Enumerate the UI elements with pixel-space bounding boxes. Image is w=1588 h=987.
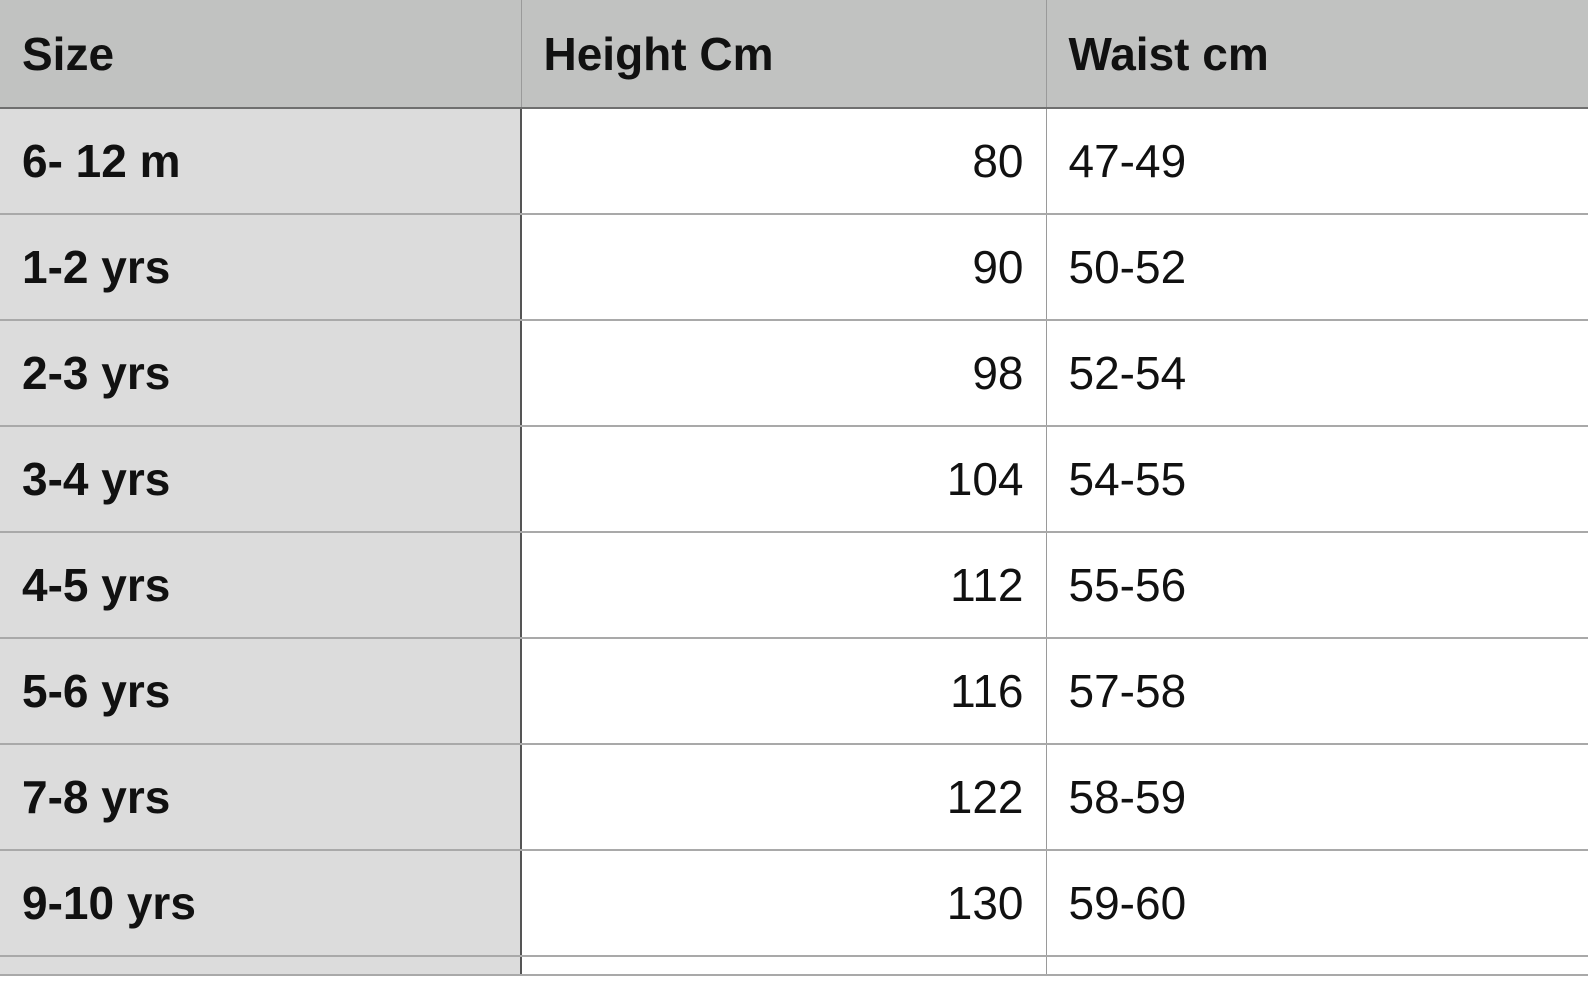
- size-cell: 3-4 yrs: [0, 426, 522, 533]
- table-row: 7-8 yrs 122 58-59: [0, 744, 1588, 851]
- height-cell: 98: [521, 320, 1047, 427]
- empty-cell: [1046, 956, 1588, 976]
- size-cell: 7-8 yrs: [0, 744, 522, 851]
- waist-cell: 54-55: [1046, 426, 1588, 533]
- header-size: Size: [0, 0, 522, 109]
- partial-row: [0, 956, 1588, 976]
- waist-cell: 55-56: [1046, 532, 1588, 639]
- height-cell: 130: [521, 850, 1047, 957]
- header-waist: Waist cm: [1046, 0, 1588, 109]
- size-cell: 9-10 yrs: [0, 850, 522, 957]
- height-cell: 104: [521, 426, 1047, 533]
- size-cell: 5-6 yrs: [0, 638, 522, 745]
- height-cell: 122: [521, 744, 1047, 851]
- height-cell: 112: [521, 532, 1047, 639]
- waist-cell: 50-52: [1046, 214, 1588, 321]
- size-cell: 6- 12 m: [0, 108, 522, 215]
- waist-cell: 52-54: [1046, 320, 1588, 427]
- table-row: 5-6 yrs 116 57-58: [0, 638, 1588, 745]
- waist-cell: 57-58: [1046, 638, 1588, 745]
- height-cell: 116: [521, 638, 1047, 745]
- waist-cell: 47-49: [1046, 108, 1588, 215]
- waist-cell: 59-60: [1046, 850, 1588, 957]
- size-cell: 1-2 yrs: [0, 214, 522, 321]
- table-row: 1-2 yrs 90 50-52: [0, 214, 1588, 321]
- height-cell: 80: [521, 108, 1047, 215]
- empty-cell: [521, 956, 1047, 976]
- header-row: Size Height Cm Waist cm: [0, 0, 1588, 109]
- size-cell: 2-3 yrs: [0, 320, 522, 427]
- table-row: 2-3 yrs 98 52-54: [0, 320, 1588, 427]
- empty-cell: [0, 956, 522, 976]
- header-height: Height Cm: [521, 0, 1047, 109]
- height-cell: 90: [521, 214, 1047, 321]
- table-row: 6- 12 m 80 47-49: [0, 108, 1588, 215]
- table-row: 4-5 yrs 112 55-56: [0, 532, 1588, 639]
- waist-cell: 58-59: [1046, 744, 1588, 851]
- size-cell: 4-5 yrs: [0, 532, 522, 639]
- table-row: 9-10 yrs 130 59-60: [0, 850, 1588, 957]
- table-row: 3-4 yrs 104 54-55: [0, 426, 1588, 533]
